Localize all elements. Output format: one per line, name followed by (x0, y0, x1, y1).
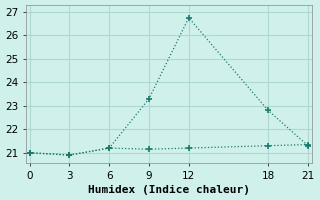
X-axis label: Humidex (Indice chaleur): Humidex (Indice chaleur) (88, 185, 250, 195)
